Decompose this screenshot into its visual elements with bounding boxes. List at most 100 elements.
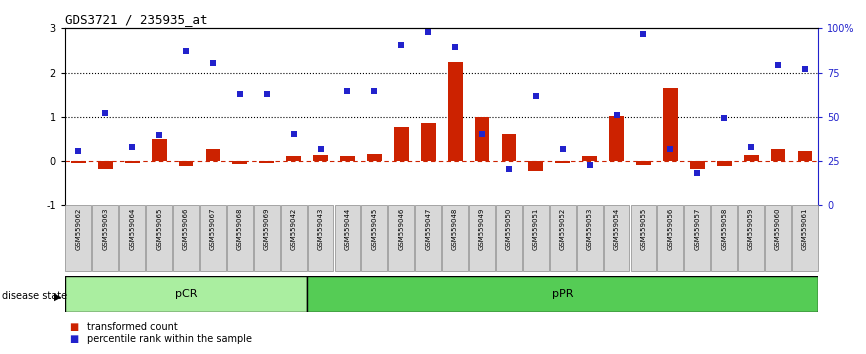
Bar — [798, 152, 812, 161]
Text: GSM559054: GSM559054 — [614, 207, 619, 250]
Text: ■: ■ — [69, 334, 79, 344]
Text: ▶: ▶ — [54, 291, 61, 301]
FancyBboxPatch shape — [120, 205, 145, 271]
Point — [152, 132, 166, 138]
Bar — [98, 161, 113, 169]
Text: ■: ■ — [69, 322, 79, 332]
Text: GSM559061: GSM559061 — [802, 207, 808, 250]
Text: GSM559057: GSM559057 — [695, 207, 701, 250]
FancyBboxPatch shape — [93, 205, 119, 271]
Bar — [717, 161, 732, 166]
Bar — [367, 154, 382, 161]
Text: GSM559059: GSM559059 — [748, 207, 754, 250]
FancyBboxPatch shape — [711, 205, 737, 271]
Point — [449, 44, 462, 50]
Text: GSM559049: GSM559049 — [479, 207, 485, 250]
Text: GSM559047: GSM559047 — [425, 207, 431, 250]
Text: GSM559058: GSM559058 — [721, 207, 727, 250]
FancyBboxPatch shape — [738, 205, 764, 271]
Text: GSM559065: GSM559065 — [156, 207, 162, 250]
Text: transformed count: transformed count — [87, 322, 178, 332]
Text: GDS3721 / 235935_at: GDS3721 / 235935_at — [65, 13, 208, 26]
Text: GSM559064: GSM559064 — [129, 207, 135, 250]
Bar — [205, 149, 220, 161]
Point — [583, 163, 597, 169]
Point — [798, 66, 811, 72]
FancyBboxPatch shape — [334, 205, 360, 271]
Text: GSM559043: GSM559043 — [318, 207, 324, 250]
Bar — [394, 127, 409, 161]
Point — [421, 29, 435, 35]
Text: GSM559050: GSM559050 — [506, 207, 512, 250]
FancyBboxPatch shape — [604, 205, 630, 271]
Point — [394, 42, 408, 48]
FancyBboxPatch shape — [146, 205, 172, 271]
Bar — [125, 161, 139, 163]
FancyBboxPatch shape — [630, 205, 656, 271]
FancyBboxPatch shape — [792, 205, 818, 271]
FancyBboxPatch shape — [281, 205, 307, 271]
Text: GSM559066: GSM559066 — [183, 207, 189, 250]
Text: GSM559052: GSM559052 — [559, 207, 565, 250]
Point — [744, 144, 758, 150]
Bar — [259, 161, 275, 163]
Bar — [744, 155, 759, 161]
FancyBboxPatch shape — [443, 205, 468, 271]
Point — [72, 149, 86, 154]
Bar — [65, 276, 307, 312]
Bar — [71, 161, 86, 163]
Point — [287, 131, 301, 136]
Bar — [690, 161, 705, 169]
Text: GSM559055: GSM559055 — [641, 207, 646, 250]
FancyBboxPatch shape — [254, 205, 280, 271]
Bar — [582, 156, 597, 161]
FancyBboxPatch shape — [361, 205, 387, 271]
Text: GSM559046: GSM559046 — [398, 207, 404, 250]
FancyBboxPatch shape — [496, 205, 522, 271]
Point — [233, 91, 247, 97]
Text: GSM559045: GSM559045 — [372, 207, 378, 250]
Point — [260, 91, 274, 97]
Text: GSM559060: GSM559060 — [775, 207, 781, 250]
Text: percentile rank within the sample: percentile rank within the sample — [87, 334, 252, 344]
Point — [529, 93, 543, 98]
Point — [556, 146, 570, 152]
FancyBboxPatch shape — [657, 205, 683, 271]
Point — [179, 48, 193, 54]
Point — [690, 171, 704, 176]
Point — [637, 31, 650, 36]
Point — [663, 146, 677, 152]
Point — [206, 60, 220, 66]
Point — [367, 88, 381, 94]
Point — [610, 112, 624, 118]
FancyBboxPatch shape — [388, 205, 414, 271]
Text: GSM559051: GSM559051 — [533, 207, 539, 250]
Text: GSM559053: GSM559053 — [586, 207, 592, 250]
FancyBboxPatch shape — [469, 205, 495, 271]
Text: GSM559042: GSM559042 — [291, 207, 297, 250]
Text: disease state: disease state — [2, 291, 67, 301]
Bar — [152, 139, 166, 161]
FancyBboxPatch shape — [765, 205, 791, 271]
Bar — [232, 161, 248, 164]
Bar — [340, 156, 355, 161]
Text: GSM559056: GSM559056 — [668, 207, 674, 250]
Bar — [663, 88, 678, 161]
Text: GSM559063: GSM559063 — [102, 207, 108, 250]
FancyBboxPatch shape — [550, 205, 576, 271]
FancyBboxPatch shape — [684, 205, 710, 271]
Point — [475, 131, 489, 136]
Bar — [178, 161, 193, 166]
FancyBboxPatch shape — [66, 205, 91, 271]
FancyBboxPatch shape — [523, 205, 549, 271]
Text: pPR: pPR — [552, 289, 573, 299]
FancyBboxPatch shape — [416, 205, 441, 271]
Bar — [609, 116, 624, 161]
Text: GSM559044: GSM559044 — [345, 207, 351, 250]
FancyBboxPatch shape — [577, 205, 603, 271]
Point — [99, 110, 113, 116]
Point — [340, 88, 354, 94]
Text: GSM559048: GSM559048 — [452, 207, 458, 250]
Text: GSM559068: GSM559068 — [237, 207, 242, 250]
FancyBboxPatch shape — [200, 205, 226, 271]
